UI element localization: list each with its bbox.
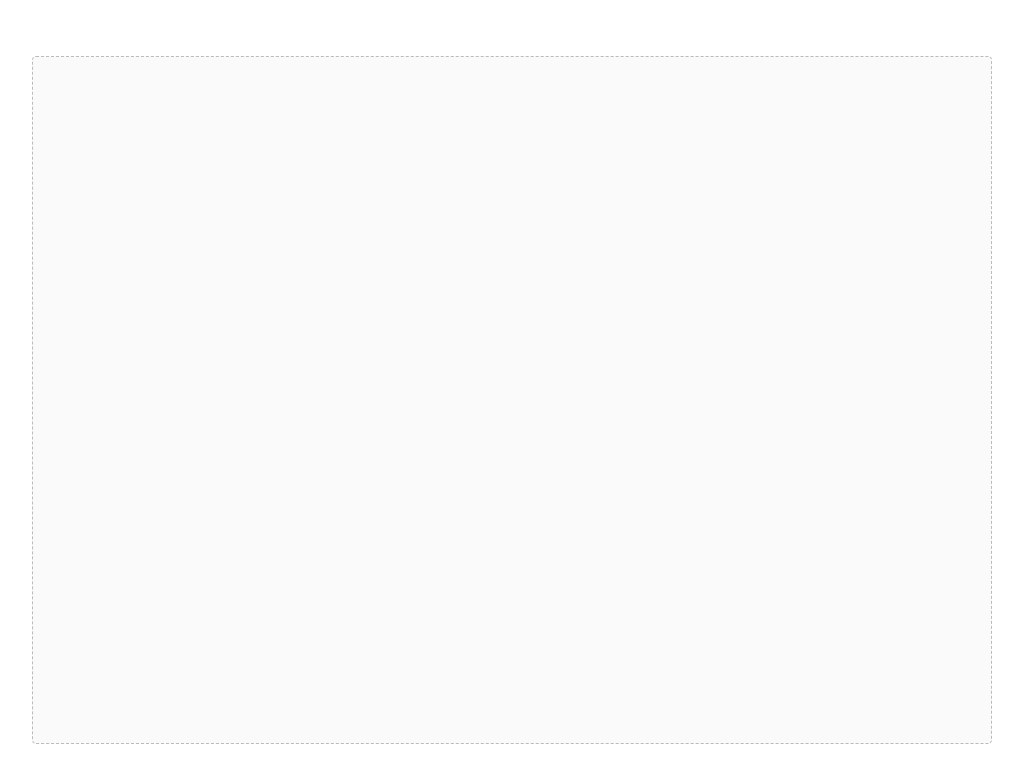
content-placeholder <box>32 56 992 744</box>
